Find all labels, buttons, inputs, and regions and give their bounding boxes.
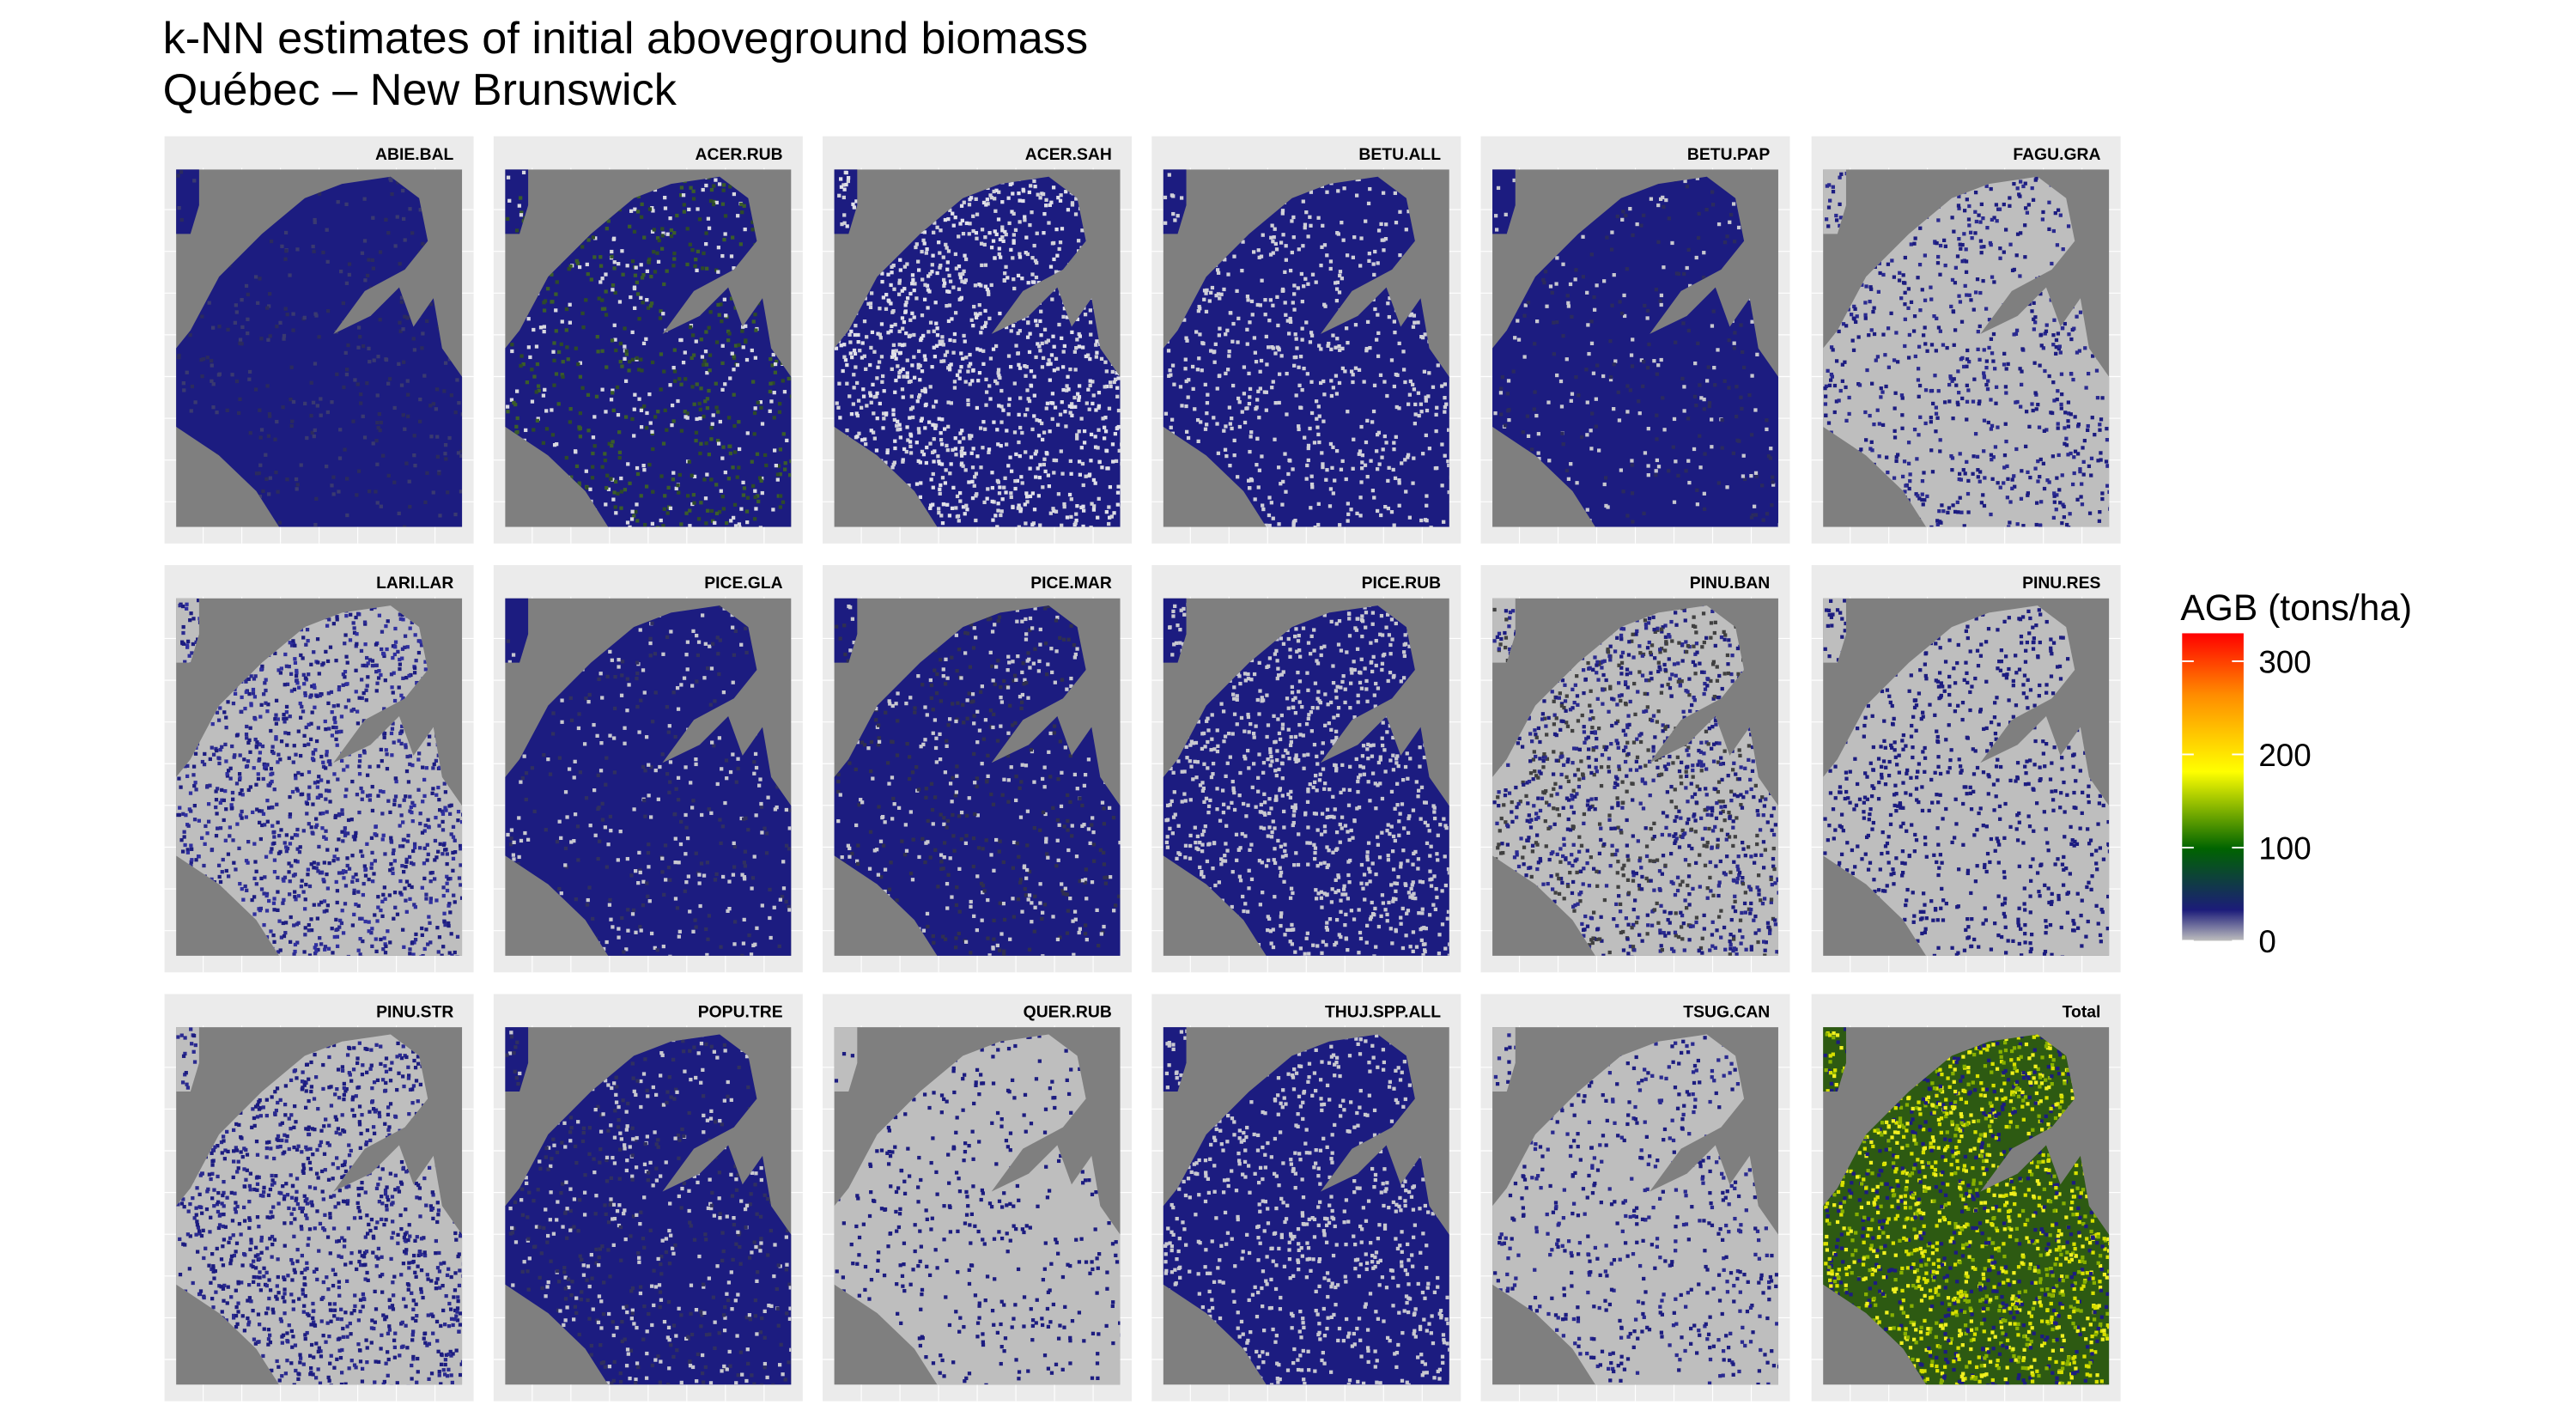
land xyxy=(834,1027,858,1092)
land xyxy=(1492,1027,1516,1092)
title-line: k-NN estimates of initial aboveground bi… xyxy=(163,14,1088,64)
land xyxy=(834,1034,1121,1385)
facet-panel: PINU.STR xyxy=(164,994,474,1402)
title-line: Québec – New Brunswick xyxy=(163,65,677,115)
facet-panel: ACER.SAH xyxy=(823,136,1133,544)
land xyxy=(834,605,1121,956)
facet-label: PINU.BAN xyxy=(1690,574,1770,593)
facet-label: PINU.RES xyxy=(2022,574,2100,593)
facet-label: ACER.RUB xyxy=(696,145,783,164)
land xyxy=(1163,169,1187,234)
facet-panel: ABIE.BAL xyxy=(164,136,474,544)
land xyxy=(176,598,199,663)
facet-panel: TSUG.CAN xyxy=(1480,994,1790,1402)
tick-label: 100 xyxy=(2258,831,2311,867)
facet-label: POPU.TRE xyxy=(698,1003,783,1022)
facet-label: PICE.GLA xyxy=(704,574,782,593)
land xyxy=(176,169,199,234)
facet-panel: BETU.PAP xyxy=(1480,136,1790,544)
land xyxy=(176,176,463,527)
facet-panel: Total xyxy=(1811,994,2121,1402)
facet-panel: LARI.LAR xyxy=(164,565,474,973)
facet-panel: QUER.RUB xyxy=(823,994,1133,1402)
facet-panel: PICE.MAR xyxy=(823,565,1133,973)
facet-label: FAGU.GRA xyxy=(2013,145,2100,164)
legend-title: AGB (tons/ha) xyxy=(2180,587,2412,629)
land xyxy=(1492,598,1516,663)
land xyxy=(1163,598,1187,663)
facet-label: PINU.STR xyxy=(376,1003,453,1022)
facet-label: QUER.RUB xyxy=(1024,1003,1112,1022)
land xyxy=(1492,169,1516,234)
facet-label: BETU.PAP xyxy=(1687,145,1770,164)
facet-label: ABIE.BAL xyxy=(375,145,454,164)
facet-panel: ACER.RUB xyxy=(493,136,803,544)
land xyxy=(505,169,529,234)
facet-panel: PICE.RUB xyxy=(1151,565,1461,973)
facet-panel: PINU.BAN xyxy=(1480,565,1790,973)
facet-label: BETU.ALL xyxy=(1358,145,1441,164)
facet-panel: BETU.ALL xyxy=(1151,136,1461,544)
facet-panel: PICE.GLA xyxy=(493,565,803,973)
facet-label: LARI.LAR xyxy=(376,574,453,593)
land xyxy=(1823,1027,1846,1092)
facet-label: PICE.RUB xyxy=(1362,574,1441,593)
facet-label: ACER.SAH xyxy=(1025,145,1112,164)
land xyxy=(505,605,792,956)
facet-panel: FAGU.GRA xyxy=(1811,136,2121,544)
land xyxy=(505,1027,529,1092)
facet-panel: POPU.TRE xyxy=(493,994,803,1402)
tick-label: 200 xyxy=(2258,738,2311,773)
tick-label: 0 xyxy=(2258,924,2275,959)
land xyxy=(1492,605,1778,956)
land xyxy=(505,598,529,663)
facet-label: THUJ.SPP.ALL xyxy=(1325,1003,1441,1022)
tick-label: 300 xyxy=(2258,645,2311,680)
facet-label: Total xyxy=(2063,1003,2101,1022)
colorbar xyxy=(2182,633,2244,941)
facet-label: TSUG.CAN xyxy=(1683,1003,1770,1022)
land xyxy=(834,598,858,663)
facet-label: PICE.MAR xyxy=(1030,574,1112,593)
facet-panel: THUJ.SPP.ALL xyxy=(1151,994,1461,1402)
facet-panel: PINU.RES xyxy=(1811,565,2121,973)
